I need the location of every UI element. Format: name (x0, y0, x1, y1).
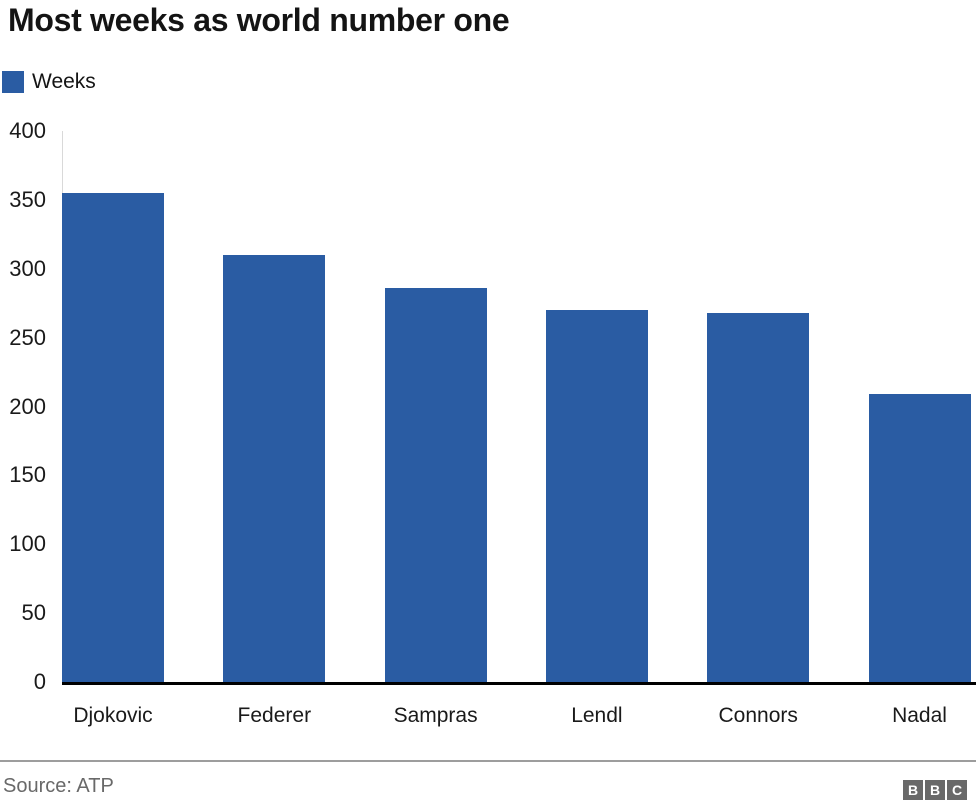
bar-connors (707, 312, 810, 682)
x-axis-label: Nadal (892, 704, 947, 727)
legend-swatch-weeks (2, 71, 24, 93)
x-axis-baseline (62, 682, 976, 685)
legend-label: Weeks (32, 70, 96, 93)
bbc-logo-letter: B (925, 780, 945, 800)
y-axis-tick-label: 200 (9, 393, 46, 419)
y-axis-tick-label: 150 (9, 462, 46, 488)
bar-sampras (384, 288, 487, 682)
bbc-logo-letter: C (947, 780, 967, 800)
bar-lendl (545, 310, 648, 682)
footer-divider (0, 760, 976, 762)
source-attribution: Source: ATP (3, 775, 114, 797)
y-axis-tick-label: 350 (9, 186, 46, 212)
y-axis-tick-label: 50 (21, 600, 46, 626)
y-axis-tick-label: 250 (9, 324, 46, 350)
bar-chart: 0 50 100 150 200 250 300 350 400 Djokovic Federer S… (0, 120, 976, 751)
y-axis-tick-label: 400 (9, 118, 46, 143)
x-axis-label: Sampras (393, 704, 478, 727)
y-axis-tick-label: 100 (9, 531, 46, 557)
bar-nadal (868, 394, 971, 682)
x-axis-label: Djokovic (73, 704, 153, 727)
chart-title: Most weeks as world number one (8, 2, 510, 38)
x-axis-label: Connors (718, 704, 798, 727)
y-axis-tick-label: 300 (9, 255, 46, 281)
bar-djokovic (62, 192, 164, 682)
bbc-logo-letter: B (903, 780, 923, 800)
bar-federer (223, 254, 326, 682)
x-axis-label: Lendl (571, 704, 623, 727)
bbc-logo: B B C (903, 780, 967, 800)
y-axis-tick-label: 0 (33, 669, 46, 694)
legend: Weeks (2, 70, 96, 94)
x-axis-label: Federer (237, 704, 312, 727)
